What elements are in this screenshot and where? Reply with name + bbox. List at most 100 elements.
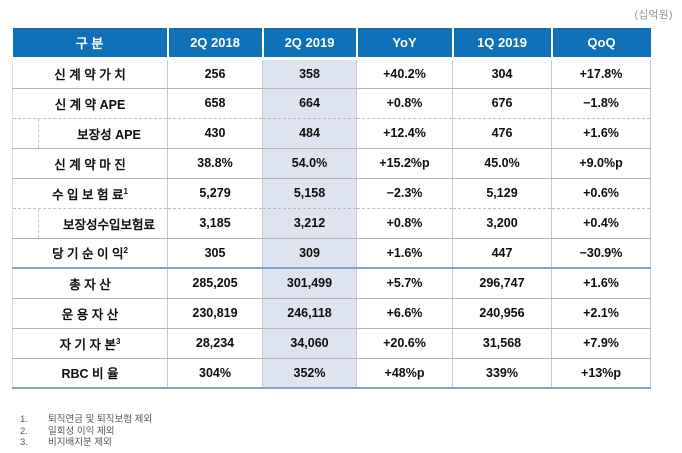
cell-value-highlighted: 352% bbox=[262, 358, 357, 389]
cell-value: 305 bbox=[167, 238, 263, 269]
cell-value: 339% bbox=[452, 358, 552, 389]
row-label-text: 수 입 보 험 료 bbox=[52, 187, 124, 202]
row-label: 총 자 산 bbox=[12, 268, 168, 299]
column-header-qoq: QoQ bbox=[550, 28, 651, 60]
cell-value: 28,234 bbox=[167, 328, 263, 359]
row-label: 신 계 약 마 진 bbox=[12, 148, 168, 179]
cell-value: 3,185 bbox=[167, 208, 263, 239]
cell-value-highlighted: 301,499 bbox=[262, 268, 357, 299]
row-label-text: 자 기 자 본 bbox=[59, 337, 116, 352]
cell-value: −2.3% bbox=[356, 178, 453, 209]
footnote-marker: 3 bbox=[115, 336, 121, 346]
column-header-category: 구 분 bbox=[12, 28, 168, 60]
cell-value: +5.7% bbox=[356, 268, 453, 299]
footnote-number: 1. bbox=[20, 414, 28, 425]
cell-value-highlighted: 54.0% bbox=[262, 148, 357, 179]
cell-value-highlighted: 3,212 bbox=[262, 208, 357, 239]
cell-value: 285,205 bbox=[167, 268, 263, 299]
cell-value: +48%p bbox=[356, 358, 453, 389]
cell-value-highlighted: 5,158 bbox=[262, 178, 357, 209]
header-row: 구 분 2Q 2018 2Q 2019 YoY 1Q 2019 QoQ bbox=[12, 28, 651, 60]
row-label-text: 보장성 APE bbox=[77, 127, 141, 142]
row-label-text: RBC 비 율 bbox=[61, 367, 119, 382]
cell-value: +0.8% bbox=[356, 208, 453, 239]
cell-value: 304% bbox=[167, 358, 263, 389]
cell-value-highlighted: 309 bbox=[262, 238, 357, 269]
table-row: 신 계 약 APE 658 664 +0.8% 676 −1.8% bbox=[12, 88, 651, 119]
row-label: 신 계 약 APE bbox=[12, 88, 168, 119]
cell-value: +15.2%p bbox=[356, 148, 453, 179]
cell-value-highlighted: 246,118 bbox=[262, 298, 357, 329]
cell-value-highlighted: 664 bbox=[262, 88, 357, 119]
cell-value-highlighted: 34,060 bbox=[262, 328, 357, 359]
row-label-text: 당 기 순 이 익 bbox=[52, 247, 124, 262]
row-label: 보장성수입보험료 bbox=[12, 208, 168, 239]
cell-value: 476 bbox=[452, 118, 552, 149]
row-label: 운 용 자 산 bbox=[12, 298, 168, 329]
cell-value: 45.0% bbox=[452, 148, 552, 179]
row-label: RBC 비 율 bbox=[12, 358, 168, 389]
row-label: 자 기 자 본3 bbox=[12, 328, 168, 359]
table-row-subitem: 보장성 APE 430 484 +12.4% 476 +1.6% bbox=[12, 118, 651, 149]
row-label-text: 보장성수입보험료 bbox=[62, 217, 155, 232]
cell-value: +13%p bbox=[551, 358, 651, 389]
footnote-number: 2. bbox=[20, 425, 28, 437]
table-row: 운 용 자 산 230,819 246,118 +6.6% 240,956 +2… bbox=[12, 298, 651, 329]
cell-value: +0.6% bbox=[551, 178, 651, 209]
row-label: 보장성 APE bbox=[12, 118, 168, 149]
cell-value: −1.8% bbox=[551, 88, 651, 119]
table-row: 신 계 약 가 치 256 358 +40.2% 304 +17.8% bbox=[12, 58, 651, 89]
column-header-2q2019: 2Q 2019 bbox=[261, 28, 357, 60]
row-label-text: 운 용 자 산 bbox=[61, 307, 119, 322]
cell-value-highlighted: 484 bbox=[262, 118, 357, 149]
footnotes: 1. 퇴직연금 및 퇴직보험 제외 2. 일회성 이익 제외 3. 비지배지분 … bbox=[20, 414, 152, 449]
cell-value: 296,747 bbox=[452, 268, 552, 299]
cell-value: 5,129 bbox=[452, 178, 552, 209]
row-label-text: 신 계 약 APE bbox=[54, 97, 126, 112]
row-label: 당 기 순 이 익2 bbox=[12, 238, 168, 269]
row-label: 신 계 약 가 치 bbox=[12, 58, 168, 89]
cell-value: +6.6% bbox=[356, 298, 453, 329]
footnote-marker: 1 bbox=[123, 186, 128, 196]
row-label-text: 총 자 산 bbox=[69, 277, 111, 292]
cell-value: +1.6% bbox=[356, 238, 453, 269]
cell-value: −30.9% bbox=[551, 238, 651, 269]
table-row: RBC 비 율 304% 352% +48%p 339% +13%p bbox=[12, 358, 651, 389]
footnote-item: 3. 비지배지분 제외 bbox=[20, 437, 152, 449]
cell-value: 230,819 bbox=[167, 298, 263, 329]
table-row: 신 계 약 마 진 38.8% 54.0% +15.2%p 45.0% +9.0… bbox=[12, 148, 651, 179]
cell-value: +1.6% bbox=[551, 268, 651, 299]
cell-value: 5,279 bbox=[167, 178, 263, 209]
cell-value: 447 bbox=[452, 238, 552, 269]
footnote-marker: 2 bbox=[123, 246, 128, 256]
cell-value: 240,956 bbox=[452, 298, 552, 329]
cell-value: +17.8% bbox=[551, 58, 651, 89]
row-label: 수 입 보 험 료1 bbox=[12, 178, 168, 209]
footnote-number: 3. bbox=[20, 437, 28, 448]
cell-value: +20.6% bbox=[356, 328, 453, 359]
table-row: 수 입 보 험 료1 5,279 5,158 −2.3% 5,129 +0.6% bbox=[12, 178, 651, 209]
cell-value: +40.2% bbox=[356, 58, 453, 89]
financial-summary-table: 구 분 2Q 2018 2Q 2019 YoY 1Q 2019 QoQ 신 계 … bbox=[12, 28, 651, 389]
footnote-text: 비지배지분 제외 bbox=[48, 437, 112, 448]
cell-value: +0.8% bbox=[356, 88, 453, 119]
cell-value: 304 bbox=[452, 58, 552, 89]
table-row: 총 자 산 285,205 301,499 +5.7% 296,747 +1.6… bbox=[12, 268, 651, 299]
footnote-item: 1. 퇴직연금 및 퇴직보험 제외 bbox=[20, 414, 152, 426]
unit-label: (십억원) bbox=[634, 9, 673, 21]
cell-value: +7.9% bbox=[551, 328, 651, 359]
cell-value: +12.4% bbox=[356, 118, 453, 149]
table-row: 자 기 자 본3 28,234 34,060 +20.6% 31,568 +7.… bbox=[12, 328, 651, 359]
cell-value: +9.0%p bbox=[551, 148, 651, 179]
cell-value-highlighted: 358 bbox=[262, 58, 357, 89]
cell-value: +1.6% bbox=[551, 118, 651, 149]
footnote-item: 2. 일회성 이익 제외 bbox=[20, 426, 152, 438]
cell-value: +2.1% bbox=[551, 298, 651, 329]
table-row: 당 기 순 이 익2 305 309 +1.6% 447 −30.9% bbox=[12, 238, 651, 269]
footnote-text: 퇴직연금 및 퇴직보험 제외 bbox=[48, 414, 153, 425]
cell-value: 31,568 bbox=[452, 328, 552, 359]
row-label-text: 신 계 약 마 진 bbox=[54, 157, 126, 172]
cell-value: 256 bbox=[167, 58, 263, 89]
row-label-text: 신 계 약 가 치 bbox=[54, 68, 126, 82]
